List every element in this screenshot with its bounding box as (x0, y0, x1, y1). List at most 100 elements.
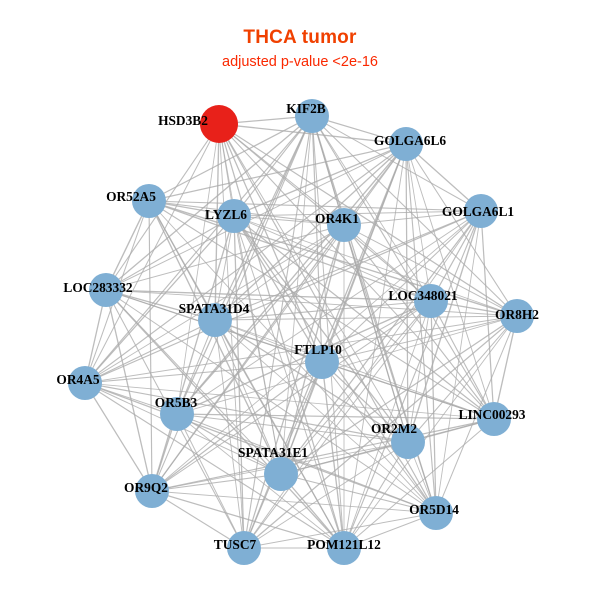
graph-edge (218, 123, 432, 302)
graph-edge (105, 289, 282, 475)
graph-edge (84, 319, 216, 384)
graph-edge (430, 300, 437, 514)
graph-edge (148, 115, 313, 202)
graph-node-label-kif2b: KIF2B (286, 101, 326, 116)
graph-edge (176, 224, 345, 415)
graph-edge (151, 224, 345, 492)
graph-edge (311, 115, 518, 317)
graph-edge (430, 300, 495, 420)
graph-node-label-or8h2: OR8H2 (495, 307, 539, 322)
graph-edge (243, 224, 345, 549)
graph-edge (321, 361, 437, 514)
graph-edge (233, 215, 495, 420)
graph-edge (343, 210, 482, 226)
graph-edge (84, 215, 235, 384)
graph-edge (243, 441, 409, 549)
graph-node-loc348021[interactable] (414, 284, 448, 318)
graph-edge (105, 289, 518, 317)
graph-node-label-or4k1: OR4K1 (315, 211, 359, 226)
graph-edge (151, 490, 345, 549)
graph-node-label-loc348021: LOC348021 (388, 288, 457, 303)
graph-edge (214, 319, 409, 443)
graph-node-pom121l12[interactable] (327, 531, 361, 565)
graph-edge (214, 319, 245, 549)
graph-edge (214, 300, 432, 321)
graph-edge (105, 215, 235, 291)
edges-layer (84, 115, 518, 549)
graph-edge (243, 512, 437, 549)
graph-node-or5d14[interactable] (419, 496, 453, 530)
graph-edge (151, 361, 323, 492)
graph-edge (151, 473, 282, 492)
graph-node-label-pom121l12: POM121L12 (307, 537, 381, 552)
graph-edge (233, 115, 313, 217)
graph-edge (343, 143, 407, 549)
graph-node-label-hsd3b2: HSD3B2 (158, 113, 208, 128)
graph-edge (343, 224, 495, 420)
graph-node-loc283332[interactable] (89, 273, 123, 307)
graph-node-label-golga6l1: GOLGA6L1 (442, 204, 514, 219)
graph-node-kif2b[interactable] (295, 99, 329, 133)
graph-edge (243, 300, 432, 549)
graph-node-or2m2[interactable] (391, 425, 425, 459)
graph-edge (321, 315, 518, 363)
graph-edge (176, 123, 220, 415)
graph-node-or9q2[interactable] (135, 474, 169, 508)
graph-node-ftlp10[interactable] (305, 345, 339, 379)
graph-node-or4a5[interactable] (68, 366, 102, 400)
graph-edge (280, 361, 323, 475)
graph-edge (233, 215, 409, 443)
graph-node-hsd3b2[interactable] (200, 105, 238, 143)
graph-edge (176, 413, 409, 443)
graph-edge (321, 361, 409, 443)
graph-edge (343, 224, 437, 514)
graph-node-label-or5d14: OR5D14 (409, 502, 459, 517)
graph-node-linc00293[interactable] (477, 402, 511, 436)
graph-edge (233, 215, 245, 549)
graph-edge (233, 210, 482, 217)
graph-edge (176, 143, 407, 415)
graph-node-or5b3[interactable] (160, 397, 194, 431)
graph-edge (176, 413, 282, 475)
graph-edge (321, 210, 482, 363)
graph-node-tusc7[interactable] (227, 531, 261, 565)
graph-node-or4k1[interactable] (327, 208, 361, 242)
graph-edge (233, 215, 345, 226)
labels-layer: HSD3B2 KIF2B GOLGA6L6 GOLGA6L1 OR8H2 LINC0029… (56, 101, 539, 552)
graph-edge (214, 215, 235, 321)
graph-edge (243, 361, 323, 549)
graph-node-label-or5b3: OR5B3 (155, 395, 198, 410)
graph-edge (321, 361, 345, 549)
graph-edge (84, 115, 313, 384)
graph-edge (84, 382, 409, 443)
graph-edge (214, 319, 495, 420)
graph-edge (176, 413, 245, 549)
graph-edge (435, 315, 518, 514)
graph-node-label-or4a5: OR4A5 (56, 372, 99, 387)
graph-node-golga6l1[interactable] (464, 194, 498, 228)
graph-edge (280, 441, 409, 475)
graph-edge (343, 224, 409, 443)
graph-node-or8h2[interactable] (500, 299, 534, 333)
graph-node-or52a5[interactable] (132, 184, 166, 218)
graph-edge (148, 200, 432, 302)
graph-edge (280, 300, 432, 475)
graph-node-label-or9q2: OR9Q2 (124, 480, 168, 495)
graph-node-spata31e1[interactable] (264, 457, 298, 491)
graph-node-spata31d4[interactable] (198, 303, 232, 337)
graph-node-label-golga6l6: GOLGA6L6 (374, 133, 446, 148)
graph-node-label-spata31d4: SPATA31D4 (179, 301, 250, 316)
graph-node-golga6l6[interactable] (389, 127, 423, 161)
graph-edge (176, 315, 518, 415)
graph-edge (105, 289, 432, 302)
graph-edge (430, 210, 482, 302)
graph-node-label-or52a5: OR52A5 (106, 189, 156, 204)
graph-node-label-tusc7: TUSC7 (214, 537, 257, 552)
graph-edge (343, 224, 432, 302)
graph-node-lyzl6[interactable] (217, 199, 251, 233)
graph-edge (151, 490, 437, 514)
graph-edge (233, 215, 345, 549)
graph-edge (148, 143, 407, 202)
